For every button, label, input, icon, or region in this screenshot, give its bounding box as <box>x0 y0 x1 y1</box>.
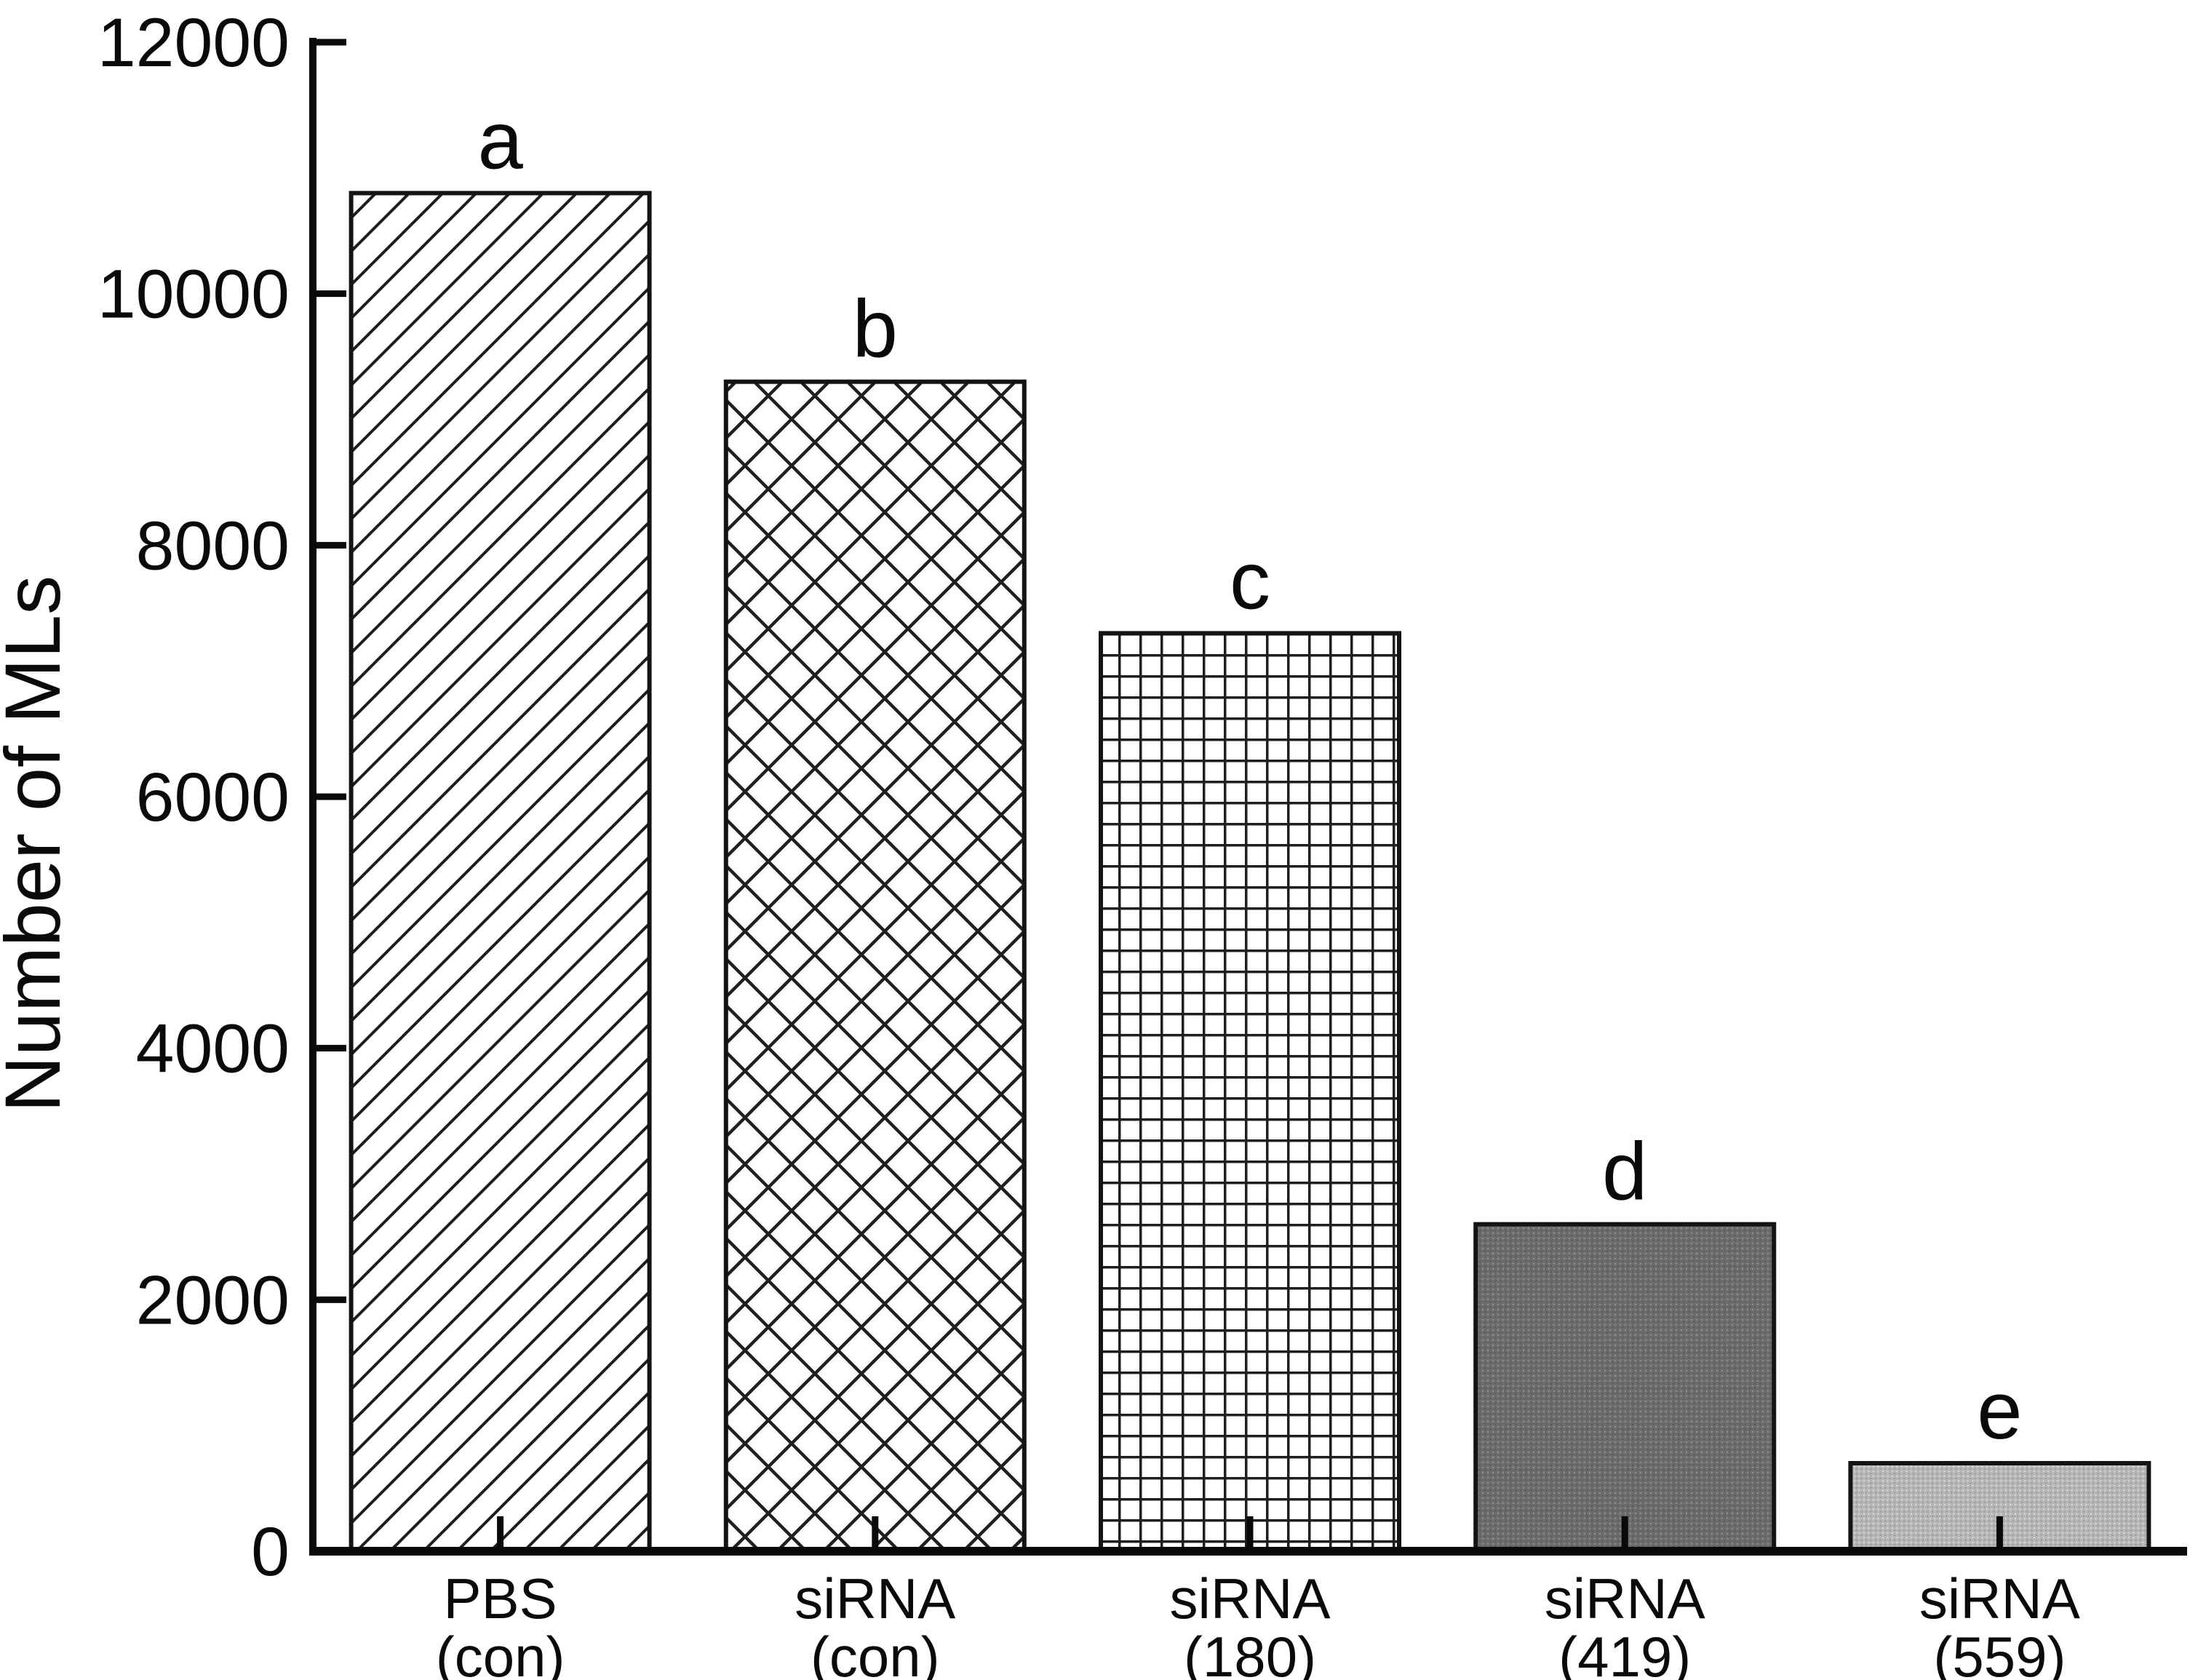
x-category-label: siRNA (559) <box>1919 1566 2080 1680</box>
x-category-label: PBS (con) <box>436 1566 565 1680</box>
y-tick-label: 8000 <box>136 507 290 584</box>
bar-pbs-con <box>349 191 652 1553</box>
y-tick-label: 10000 <box>97 256 290 333</box>
y-tick-label: 2000 <box>136 1262 290 1339</box>
significance-letter: a <box>477 95 523 186</box>
y-axis-title: Number of MLs <box>0 576 76 1112</box>
bar-sirna-180 <box>1099 631 1401 1553</box>
y-tick-label: 6000 <box>136 759 290 836</box>
x-category-label: siRNA (180) <box>1169 1566 1330 1680</box>
significance-letter: c <box>1230 535 1270 626</box>
significance-letter: d <box>1602 1126 1647 1217</box>
y-tick-label: 0 <box>251 1513 290 1591</box>
y-tick-label: 4000 <box>136 1011 290 1088</box>
x-category-label: siRNA (con) <box>795 1566 955 1680</box>
y-tick-label: 12000 <box>97 4 290 81</box>
x-category-label: siRNA (419) <box>1545 1566 1705 1680</box>
bar-sirna-con <box>723 379 1027 1553</box>
significance-letter: e <box>1977 1365 2022 1456</box>
significance-letter: b <box>853 284 898 375</box>
bar-sirna-419 <box>1473 1222 1777 1553</box>
